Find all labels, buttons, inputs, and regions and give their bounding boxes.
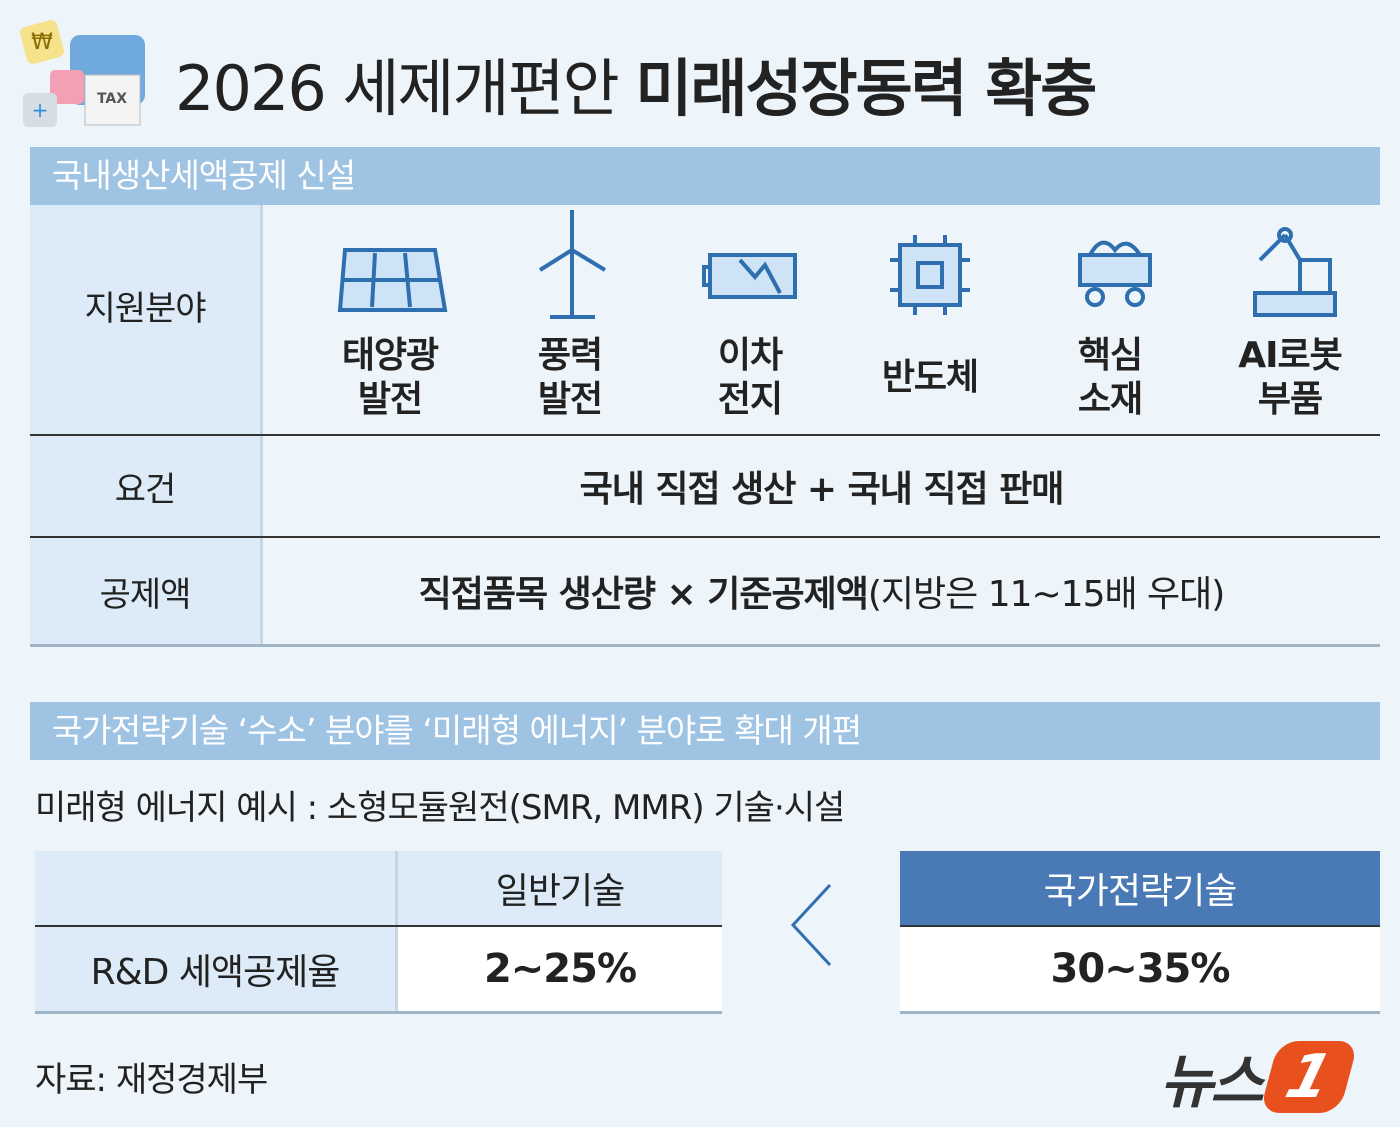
svg-text:₩: ₩ xyxy=(31,30,53,55)
divider xyxy=(900,925,1380,927)
divider xyxy=(35,1011,722,1014)
logo-mark: 1 xyxy=(1259,1041,1359,1113)
divider xyxy=(35,925,722,927)
requirement: 국내 직접 생산 + 국내 직접 판매 xyxy=(579,469,1065,510)
deduction: 직접품목 생산량 × 기준공제액 (지방은 11~15배 우대) xyxy=(418,574,1226,615)
sector: AI로봇 부품 xyxy=(1238,334,1343,420)
section-header: 국내생산세액공제 신설 xyxy=(30,147,1380,205)
strategic-rate: 30~35% xyxy=(900,927,1380,1011)
title: 2026 세제개편안 미래성장동력 확충 xyxy=(175,52,1097,125)
sector: 핵심 소재 xyxy=(1077,334,1143,420)
sector: 풍력 발전 xyxy=(537,334,603,420)
logo-text: 뉴스 xyxy=(1160,1048,1264,1116)
source: 자료: 재정경제부 xyxy=(35,1060,268,1100)
sector-icons xyxy=(337,210,1337,319)
row-label: R&D 세액공제율 xyxy=(35,927,398,1011)
solar-icon xyxy=(337,248,448,312)
chip-icon xyxy=(890,235,970,315)
column-header: 국가전략기술 xyxy=(900,851,1380,925)
divider xyxy=(30,536,1380,538)
robot-icon xyxy=(1253,227,1337,317)
row-label: 요건 xyxy=(30,436,263,537)
sector: 태양광 발전 xyxy=(341,334,439,420)
less-than xyxy=(790,883,832,967)
svg-text:+: + xyxy=(32,98,49,122)
row-label: 공제액 xyxy=(30,538,263,644)
logo: 뉴스 1 xyxy=(1160,1035,1359,1119)
column-header: 일반기술 xyxy=(398,851,722,925)
wind-icon xyxy=(538,210,607,319)
material-icon xyxy=(1078,240,1152,307)
divider xyxy=(30,644,1380,647)
svg-text:TAX: TAX xyxy=(97,91,127,107)
row-label: 지원분야 xyxy=(30,205,263,435)
section-header: 국가전략기술 ‘수소’ 분야를 ‘미래형 에너지’ 분야로 확대 개편 xyxy=(30,702,1380,760)
note: 미래형 에너지 예시 : 소형모듈원전(SMR, MMR) 기술·시설 xyxy=(35,788,845,828)
divider xyxy=(30,434,1380,436)
table-corner xyxy=(35,851,398,925)
battery-icon xyxy=(702,253,797,299)
tax-icon: ₩ TAX + xyxy=(20,20,145,127)
sector: 이차 전지 xyxy=(717,334,783,420)
sector-list: 태양광 발전 풍력 발전 이차 전지 반도체 핵심 소재 AI로봇 부품 xyxy=(310,330,1390,425)
general-rate: 2~25% xyxy=(398,927,722,1011)
sector: 반도체 xyxy=(881,356,979,398)
divider xyxy=(900,1011,1380,1014)
